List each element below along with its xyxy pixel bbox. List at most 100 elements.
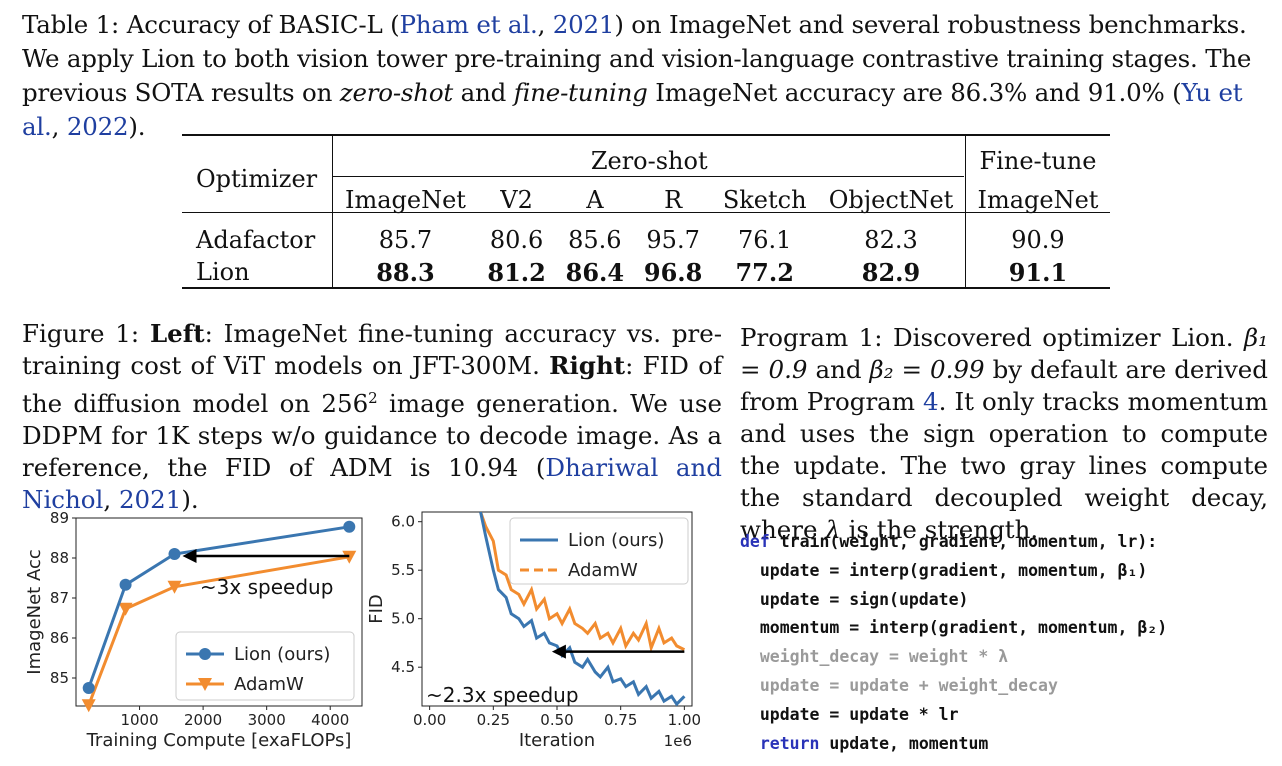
data-point-lion <box>343 520 356 533</box>
caption-superscript: 2 <box>368 389 378 407</box>
data-point-lion <box>119 578 132 591</box>
x-tick-label: 0.75 <box>604 711 637 729</box>
code-line-gray: weight_decay = weight * λ <box>740 647 1009 667</box>
column-header: ImageNet <box>977 185 1099 214</box>
caption-text: ImageNet accuracy are 86.3% and 91.0% ( <box>647 78 1182 107</box>
column-header: V2 <box>500 185 533 214</box>
data-point-adamw <box>167 580 182 594</box>
code-listing: def train(weight, gradient, momentum, lr… <box>740 528 1270 758</box>
fid-chart: 0.00 0.25 0.50 0.75 1.00 4.5 5.0 5.5 6.0 Iteratio… <box>366 511 701 751</box>
y-tick-label: 89 <box>50 509 69 527</box>
table-cell: 80.6 <box>489 226 544 254</box>
y-tick-label: 87 <box>50 589 69 607</box>
caption-math: β₂ = 0.99 <box>869 355 985 384</box>
speedup-annotation: ~3x speedup <box>200 575 333 599</box>
code-line: def train(weight, gradient, momentum, lr… <box>740 528 1270 557</box>
speedup-arrow-head <box>551 644 566 659</box>
caption-bold: Left <box>149 319 205 348</box>
x-scale-label: 1e6 <box>664 732 692 750</box>
caption-text: ). <box>128 112 146 141</box>
data-point-lion <box>82 682 95 694</box>
series-line-adamw <box>479 512 686 654</box>
table-header-row: Optimizer Zero-shot Fine-tune <box>182 134 1110 218</box>
table-mid-rule <box>182 212 1110 213</box>
code-line-gray: update = update + weight_decay <box>740 675 1058 695</box>
caption-math: λ <box>825 515 841 544</box>
code-keyword: def <box>740 532 770 551</box>
program-caption-label: Program 1: <box>740 323 883 352</box>
citation-year-link[interactable]: 2022 <box>66 112 129 141</box>
series-line-adamw <box>87 555 350 706</box>
code-keyword: return <box>740 733 820 753</box>
x-tick-label: 4000 <box>311 711 349 729</box>
caption-text: : ImageNet fine-tuning accuracy vs. pre-… <box>22 319 723 380</box>
caption-emphasis: zero-shot <box>339 78 454 107</box>
legend-label: Lion (ours) <box>568 530 664 551</box>
code-text: update, momentum <box>819 733 989 753</box>
results-table: Optimizer Zero-shot Fine-tune ImageNet V… <box>182 134 1110 288</box>
x-tick-label: 0.50 <box>540 711 573 729</box>
caption-text: Accuracy of BASIC-L ( <box>119 10 400 39</box>
caption-emphasis: fine-tuning <box>513 78 648 107</box>
imagenet-acc-chart: 1000 2000 3000 4000 85 86 87 88 89 Training Compu… <box>24 509 363 751</box>
y-axis-label: ImageNet Acc <box>24 549 45 674</box>
table-cell: 85.6 <box>568 226 622 254</box>
caption-text: and <box>807 355 870 384</box>
y-tick-label: 4.5 <box>391 658 415 676</box>
data-point-lion <box>168 548 181 560</box>
caption-text: . It only tracks momentum and uses the s… <box>740 387 1268 544</box>
table-cell: 86.4 <box>565 257 625 287</box>
legend-marker <box>198 678 212 691</box>
program-caption: Program 1: Discovered optimizer Lion. β₁… <box>740 322 1268 546</box>
table-cell: 81.2 <box>487 257 546 287</box>
table-row: Lion 88.3 81.2 86.4 96.8 77.2 82.9 91.1 <box>182 256 1110 288</box>
table-cell: 76.1 <box>737 226 792 254</box>
x-tick-label: 2000 <box>184 711 222 729</box>
caption-math: β₁ = 0.9 <box>740 323 1269 384</box>
table-caption-label: Table 1: <box>22 10 120 39</box>
citation-link[interactable]: Yu et al. <box>22 78 1243 141</box>
header-optimizer: Optimizer <box>182 134 334 218</box>
column-header: Sketch <box>722 185 807 214</box>
citation-link[interactable]: Pham et al. <box>399 10 538 39</box>
x-tick-label: 0.25 <box>477 711 510 729</box>
caption-text: ). <box>181 485 199 515</box>
chart-legend <box>509 517 689 585</box>
program-ref-link[interactable]: 4 <box>923 387 939 416</box>
caption-text: by default are derived from Program <box>740 355 1268 416</box>
figure-caption: Figure 1: Left: ImageNet fine-tuning acc… <box>22 318 722 516</box>
header-zero-shot: Zero-shot <box>332 134 966 182</box>
figure-caption-label: Figure 1: <box>22 319 140 348</box>
table-cell: 85.7 <box>378 226 433 254</box>
y-tick-label: 5.5 <box>391 561 415 579</box>
y-tick-label: 5.0 <box>391 610 415 628</box>
legend-label: AdamW <box>568 560 638 581</box>
legend-marker <box>199 648 211 660</box>
caption-bold: Right <box>549 351 626 380</box>
table-caption: Table 1: Accuracy of BASIC-L (Pham et al… <box>22 8 1272 144</box>
x-axis-label: Iteration <box>519 730 595 751</box>
code-line: momentum = interp(gradient, momentum, β₂… <box>740 618 1168 638</box>
column-header: ObjectNet <box>817 181 966 218</box>
y-tick-label: 88 <box>50 549 69 567</box>
y-tick-label: 85 <box>50 669 69 687</box>
code-text: train(weight, gradient, momentum, lr): <box>769 532 1158 551</box>
code-line: return update, momentum <box>740 730 1270 759</box>
citation-year-link[interactable]: 2021 <box>118 485 182 515</box>
column-header: ImageNet <box>344 185 466 214</box>
table-subheader-row: ImageNet V2 A R Sketch ObjectNet ImageNe… <box>182 181 1110 218</box>
caption-text: , <box>537 10 553 39</box>
table-cell: 82.3 <box>817 218 966 256</box>
code-line: update = sign(update) <box>740 589 969 609</box>
x-tick-label: 0.00 <box>413 711 446 729</box>
citation-link[interactable]: Dhariwal and Nichol <box>22 453 722 515</box>
series-line-lion <box>479 512 686 706</box>
caption-text: , <box>51 112 67 141</box>
x-tick-label: 3000 <box>248 711 286 729</box>
table-cell: 96.8 <box>643 257 703 287</box>
table-bottom-rule <box>182 287 1110 289</box>
table-cell: 82.9 <box>817 256 966 288</box>
series-line-lion <box>87 525 350 689</box>
citation-year-link[interactable]: 2021 <box>552 10 615 39</box>
header-fine-tune: Fine-tune <box>979 146 1097 175</box>
